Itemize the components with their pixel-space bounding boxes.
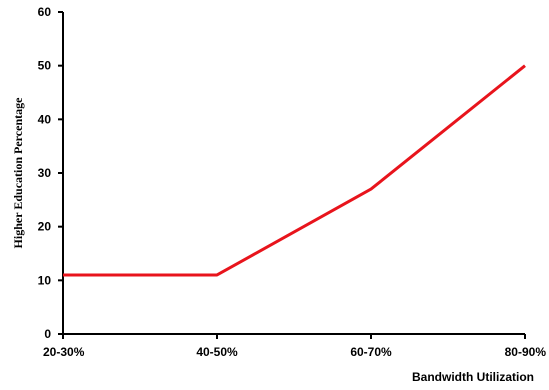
y-ticks: 0 10 20 30 40 50 60 xyxy=(38,5,63,341)
y-tick-label: 30 xyxy=(38,166,52,180)
series-line xyxy=(63,64,526,277)
x-tick-label: 40-50% xyxy=(196,345,238,359)
x-tick-label: 80-90% xyxy=(505,345,547,359)
x-axis-label: Bandwidth Utilization xyxy=(412,370,534,384)
y-tick-label: 50 xyxy=(38,59,52,73)
x-ticks: 20-30% 40-50% 60-70% 80-90% xyxy=(43,334,546,359)
y-tick-label: 0 xyxy=(44,327,51,341)
y-tick-label: 10 xyxy=(38,273,52,287)
y-tick-label: 20 xyxy=(38,220,52,234)
y-tick-label: 60 xyxy=(38,5,52,19)
x-tick-label: 20-30% xyxy=(43,345,85,359)
y-axis: 0 10 20 30 40 50 60 xyxy=(38,5,64,341)
y-tick-label: 40 xyxy=(38,112,52,126)
x-tick-label: 60-70% xyxy=(350,345,392,359)
series-group xyxy=(63,64,526,277)
x-axis: 20-30% 40-50% 60-70% 80-90% xyxy=(43,333,546,359)
y-axis-label: Higher Education Percentage xyxy=(11,97,25,249)
